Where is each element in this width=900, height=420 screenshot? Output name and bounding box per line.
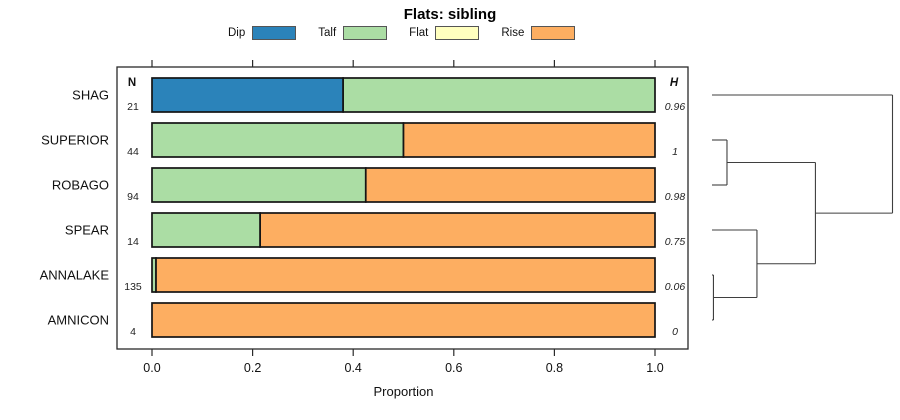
n-column-header: N — [128, 77, 136, 89]
x-axis-title: Proportion — [374, 384, 434, 399]
h-value-annalake: 0.06 — [665, 281, 686, 293]
chart-title: Flats: sibling — [403, 6, 497, 23]
legend-label: Flat — [409, 27, 429, 39]
n-value-shag: 21 — [127, 101, 139, 113]
legend-swatch-dip — [252, 26, 297, 40]
n-value-spear: 14 — [127, 236, 139, 248]
bar-segment-shag-dip — [151, 77, 344, 113]
row-label-amnicon: AMNICON — [48, 313, 109, 328]
row-label-spear: SPEAR — [65, 223, 109, 238]
bar-segment-amnicon-rise — [151, 302, 656, 338]
h-value-amnicon: 0 — [672, 326, 678, 338]
h-value-superior: 1 — [672, 146, 678, 158]
h-column-header: H — [670, 77, 679, 89]
legend: Dip Talf Flat Rise — [228, 26, 576, 40]
legend-label: Rise — [501, 27, 525, 39]
legend-label: Talf — [318, 27, 337, 39]
row-label-shag: SHAG — [72, 88, 109, 103]
h-value-shag: 0.96 — [665, 101, 686, 113]
bar-segment-superior-rise — [402, 122, 656, 158]
legend-item-talf: Talf — [318, 26, 388, 40]
legend-swatch-flat — [435, 26, 480, 40]
row-label-superior: SUPERIOR — [41, 133, 109, 148]
h-value-robago: 0.98 — [665, 191, 686, 203]
plot-box — [116, 66, 689, 350]
x-tick-label: 0.8 — [546, 361, 563, 375]
legend-label: Dip — [228, 27, 246, 39]
bar-segment-annalake-rise — [155, 257, 656, 293]
x-tick-label: 0.6 — [445, 361, 462, 375]
bar-segment-robago-talf — [151, 167, 367, 203]
row-label-robago: ROBAGO — [52, 178, 109, 193]
legend-item-rise: Rise — [501, 26, 576, 40]
h-value-spear: 0.75 — [665, 236, 686, 248]
x-tick-label: 1.0 — [646, 361, 663, 375]
legend-swatch-talf — [343, 26, 388, 40]
bar-segment-shag-talf — [342, 77, 656, 113]
x-tick-label: 0.0 — [143, 361, 160, 375]
row-label-annalake: ANNALAKE — [40, 268, 110, 283]
bar-segment-robago-rise — [364, 167, 656, 203]
bar-segment-spear-talf — [151, 212, 261, 248]
n-value-robago: 94 — [127, 191, 139, 203]
x-tick-label: 0.2 — [244, 361, 261, 375]
x-tick-label: 0.4 — [345, 361, 362, 375]
bar-segment-superior-talf — [151, 122, 405, 158]
n-value-superior: 44 — [127, 146, 139, 158]
n-value-amnicon: 4 — [130, 326, 136, 338]
bar-segment-spear-rise — [259, 212, 656, 248]
legend-swatch-rise — [531, 26, 576, 40]
n-value-annalake: 135 — [124, 281, 142, 293]
legend-item-flat: Flat — [409, 26, 480, 40]
legend-item-dip: Dip — [228, 26, 297, 40]
